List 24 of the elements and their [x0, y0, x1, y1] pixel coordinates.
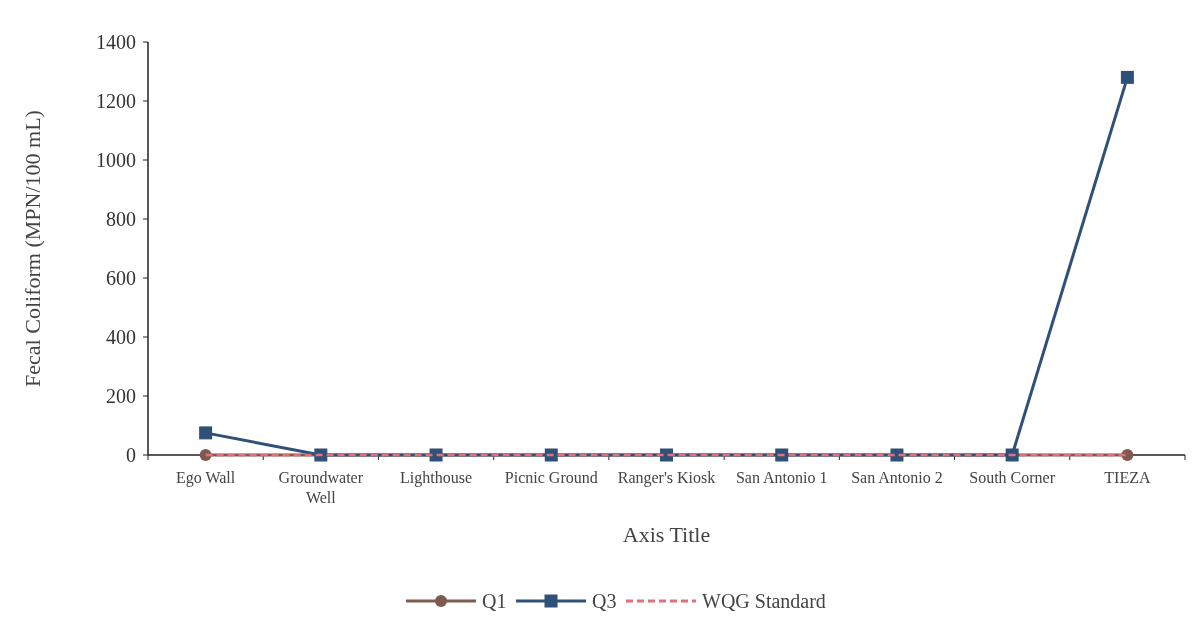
- y-tick-label: 600: [106, 267, 136, 289]
- legend-label: Q1: [482, 590, 507, 612]
- x-tick-label: Lighthouse: [400, 469, 473, 487]
- y-tick-label: 1400: [96, 31, 136, 53]
- y-tick-label: 0: [126, 444, 136, 466]
- y-tick-label: 1200: [96, 90, 136, 112]
- x-tick-label: South Corner: [969, 469, 1056, 486]
- y-axis-title: Fecal Coliform (MPN/100 mL): [20, 110, 45, 387]
- x-tick-label: Picnic Ground: [504, 469, 598, 486]
- legend-label: WQG Standard: [702, 590, 826, 612]
- x-tick-label: Groundwater Well: [278, 469, 364, 506]
- y-tick-label: 400: [106, 326, 136, 348]
- x-axis-title: Axis Title: [622, 522, 711, 547]
- x-tick-label: Ranger's Kiosk: [617, 469, 716, 487]
- x-tick-label: TIEZA: [1104, 469, 1151, 486]
- x-tick-label: Ego Wall: [175, 469, 236, 487]
- y-tick-label: 200: [106, 385, 136, 407]
- x-tick-label: San Antonio 1: [735, 469, 828, 486]
- legend-label: Q3: [592, 590, 617, 612]
- x-tick-label: San Antonio 2: [851, 469, 943, 486]
- point: [1120, 70, 1134, 84]
- y-tick-label: 1000: [96, 149, 136, 171]
- point: [199, 426, 213, 440]
- y-tick-label: 800: [106, 208, 136, 230]
